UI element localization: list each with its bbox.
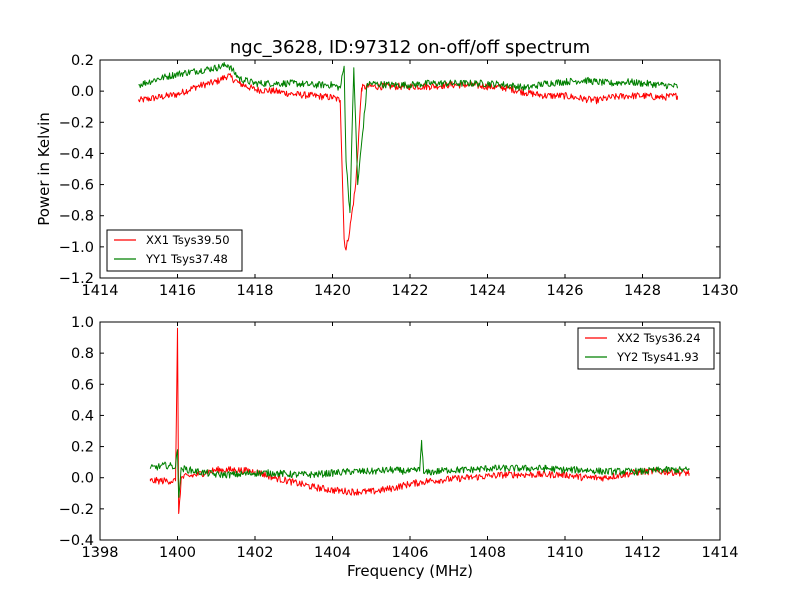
bottom-spectrum-panel: Frequency (MHz) 1398 1400 1402 1404 1406 1408… bbox=[59, 315, 739, 580]
top-spectrum-panel: ngc_3628, ID:97312 on-off/off spectrum P… bbox=[35, 37, 738, 299]
y-tick-label: −0.8 bbox=[59, 209, 94, 225]
y-tick-label: 0.6 bbox=[71, 377, 94, 393]
y-tick-label: −0.6 bbox=[59, 178, 94, 194]
x-tick-label: 1422 bbox=[392, 283, 429, 299]
y-axis-label: Power in Kelvin bbox=[35, 112, 53, 226]
x-tick-label: 1416 bbox=[159, 283, 196, 299]
legend-box bbox=[577, 327, 715, 370]
y-tick-label: 0.0 bbox=[71, 84, 94, 100]
legend-label-yy2: YY2 Tsys41.93 bbox=[616, 350, 699, 364]
y-tick-label: 0.2 bbox=[71, 440, 94, 456]
y-tick-label: −0.4 bbox=[59, 146, 94, 162]
y-tick-label: −0.4 bbox=[59, 533, 94, 549]
chart-title: ngc_3628, ID:97312 on-off/off spectrum bbox=[230, 37, 590, 58]
x-tick-label: 1398 bbox=[82, 545, 119, 561]
bottom-spectrum-lines bbox=[149, 327, 690, 515]
x-axis-label: Frequency (MHz) bbox=[347, 562, 473, 580]
x-tick-label: 1408 bbox=[469, 545, 506, 561]
y-tick-label: −0.2 bbox=[59, 502, 94, 518]
x-tick-label: 1430 bbox=[702, 283, 739, 299]
x-tick-label: 1402 bbox=[237, 545, 274, 561]
bottom-axis-ticks: 1398 1400 1402 1404 1406 1408 1410 1412 1414 −0.4… bbox=[59, 315, 739, 561]
y-tick-label: −0.2 bbox=[59, 115, 94, 131]
y-tick-label: −1.2 bbox=[59, 271, 94, 287]
x-tick-label: 1428 bbox=[624, 283, 661, 299]
y-tick-label: 1.0 bbox=[71, 315, 94, 331]
legend-label-yy1: YY1 Tsys37.48 bbox=[145, 252, 228, 266]
y-tick-label: 0.4 bbox=[71, 408, 94, 424]
x-tick-label: 1418 bbox=[237, 283, 274, 299]
y-tick-label: 0.2 bbox=[71, 53, 94, 69]
legend-box bbox=[106, 229, 243, 272]
legend-label-xx2: XX2 Tsys36.24 bbox=[617, 331, 701, 345]
series-line-yy1 bbox=[138, 61, 678, 214]
x-tick-label: 1424 bbox=[469, 283, 506, 299]
y-tick-label: 0.0 bbox=[71, 471, 94, 487]
y-tick-label: −1.0 bbox=[59, 240, 94, 256]
y-tick-label: 0.8 bbox=[71, 346, 94, 362]
legend-label-xx1: XX1 Tsys39.50 bbox=[146, 233, 230, 247]
bottom-legend: XX2 Tsys36.24 YY2 Tsys41.93 bbox=[577, 327, 715, 370]
series-line-xx2 bbox=[149, 327, 690, 515]
x-tick-label: 1420 bbox=[314, 283, 351, 299]
x-tick-label: 1404 bbox=[314, 545, 351, 561]
top-axis-ticks: 1414 1416 1418 1420 1422 1424 1426 1428 1430 −1.2… bbox=[59, 53, 739, 299]
bottom-plot-frame bbox=[99, 321, 721, 541]
x-tick-label: 1414 bbox=[702, 545, 739, 561]
x-tick-label: 1400 bbox=[159, 545, 196, 561]
top-plot-frame bbox=[99, 59, 721, 279]
x-tick-label: 1414 bbox=[82, 283, 119, 299]
series-line-yy2 bbox=[149, 439, 690, 498]
x-tick-label: 1426 bbox=[547, 283, 584, 299]
x-tick-label: 1406 bbox=[392, 545, 429, 561]
x-tick-label: 1412 bbox=[624, 545, 661, 561]
top-legend: XX1 Tsys39.50 YY1 Tsys37.48 bbox=[106, 229, 243, 272]
x-tick-label: 1410 bbox=[547, 545, 584, 561]
top-spectrum-lines bbox=[138, 61, 678, 251]
